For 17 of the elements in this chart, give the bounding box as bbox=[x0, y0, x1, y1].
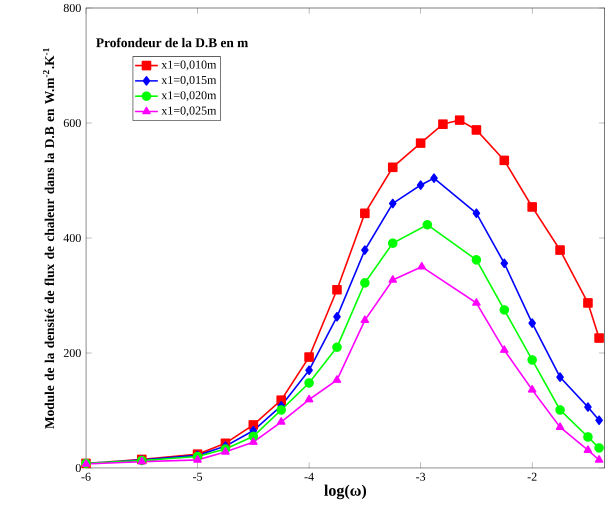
legend-label: x1=0,020m bbox=[161, 91, 216, 102]
x-axis-title: log(ω) bbox=[324, 484, 366, 500]
x-tick-label: -2 bbox=[528, 472, 537, 481]
legend-label: x1=0,010m bbox=[161, 60, 216, 70]
y-axis-title: Module de la densité de flux de chaleur dans la D.B en W.m$^{-2}$.K$^{-1}$ bbox=[42, 48, 54, 429]
x-tick-label: -6 bbox=[81, 472, 91, 481]
y-tick-label: 0 bbox=[76, 464, 81, 472]
x-tick-label: -3 bbox=[416, 472, 426, 481]
y-tick-label: 600 bbox=[64, 118, 81, 128]
x-tick-label: -5 bbox=[192, 472, 202, 481]
x-tick-label: -4 bbox=[304, 472, 314, 481]
legend-title: Profondeur de la D.B en m bbox=[96, 38, 248, 48]
y-tick-label: 800 bbox=[64, 4, 81, 12]
legend-label: x1=0,025m bbox=[161, 106, 216, 116]
legend-label: x1=0,015m bbox=[161, 76, 216, 86]
y-tick-label: 200 bbox=[64, 348, 81, 358]
y-tick-label: 400 bbox=[64, 234, 81, 242]
